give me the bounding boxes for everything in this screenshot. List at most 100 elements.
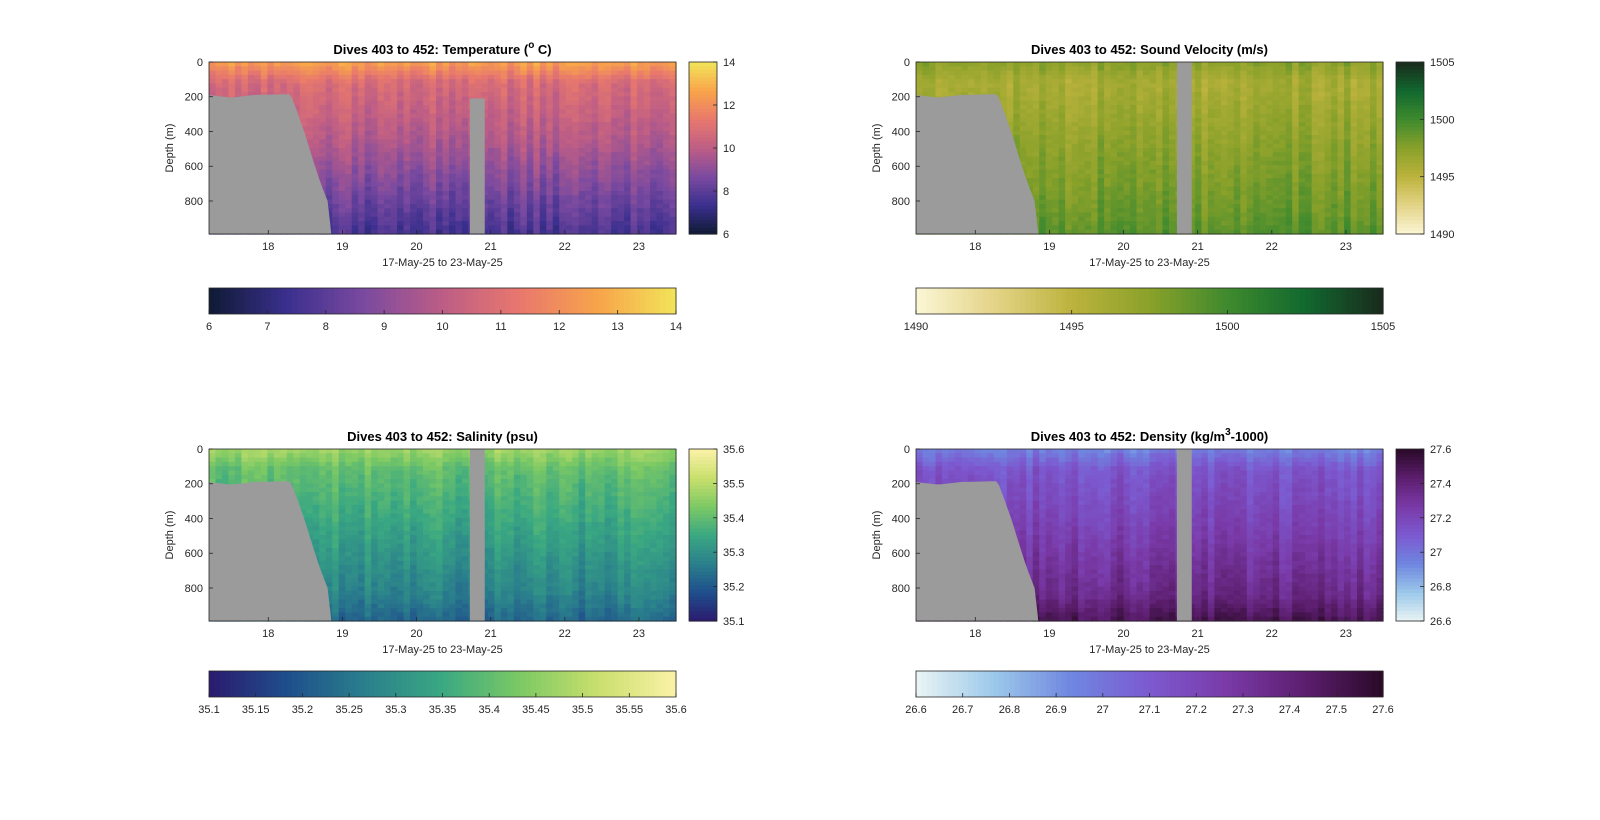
heatmap-cell (631, 66, 638, 71)
heatmap-cell (618, 66, 625, 71)
heatmap-cell (436, 195, 443, 200)
heatmap-cell (520, 195, 527, 200)
heatmap-cell (481, 92, 488, 97)
heatmap-cell (1130, 217, 1137, 222)
heatmap-cell (579, 144, 586, 149)
heatmap-cell (981, 88, 988, 93)
heatmap-cell (650, 96, 657, 101)
heatmap-cell (1162, 135, 1169, 140)
heatmap-cell (1162, 174, 1169, 179)
heatmap-cell (1208, 101, 1215, 106)
heatmap-cell (540, 213, 547, 218)
heatmap-cell (423, 148, 430, 153)
heatmap-cell (326, 79, 333, 84)
colorbar-swatch (551, 288, 557, 314)
heatmap-cell (293, 75, 300, 80)
heatmap-cell (618, 174, 625, 179)
heatmap-cell (1078, 118, 1085, 123)
heatmap-cell (611, 191, 618, 196)
heatmap-cell (455, 204, 462, 209)
heatmap-cell (546, 165, 553, 170)
heatmap-cell (1201, 131, 1208, 136)
heatmap-cell (326, 62, 333, 67)
heatmap-cell (1137, 127, 1144, 132)
heatmap-cell (527, 195, 534, 200)
heatmap-cell (598, 217, 605, 222)
heatmap-cell (605, 71, 612, 76)
heatmap-cell (501, 204, 508, 209)
heatmap-cell (494, 208, 501, 213)
heatmap-cell (313, 84, 320, 89)
heatmap-cell (663, 200, 670, 205)
heatmap-cell (410, 152, 417, 157)
heatmap-cell (533, 105, 540, 110)
heatmap-cell (339, 139, 346, 144)
heatmap-cell (1169, 127, 1176, 132)
heatmap-cell (618, 118, 625, 123)
heatmap-cell (455, 109, 462, 114)
heatmap-cell (1195, 101, 1202, 106)
heatmap-cell (533, 62, 540, 67)
heatmap-cell (1059, 170, 1066, 175)
heatmap-cell (566, 135, 573, 140)
heatmap-cell (332, 96, 339, 101)
heatmap-cell (1124, 114, 1131, 119)
heatmap-cell (1150, 187, 1157, 192)
heatmap-cell (507, 208, 514, 213)
heatmap-cell (358, 204, 365, 209)
heatmap-cell (436, 157, 443, 162)
heatmap-cell (417, 135, 424, 140)
heatmap-cell (1111, 75, 1118, 80)
heatmap-cell (1065, 213, 1072, 218)
heatmap-cell (670, 213, 677, 218)
heatmap-cell (1026, 66, 1033, 71)
heatmap-cell (365, 187, 372, 192)
heatmap-cell (235, 66, 242, 71)
heatmap-cell (572, 114, 579, 119)
heatmap-cell (1117, 157, 1124, 162)
heatmap-cell (1169, 118, 1176, 123)
colorbar-swatch (593, 288, 599, 314)
heatmap-cell (592, 178, 599, 183)
heatmap-cell (514, 165, 521, 170)
heatmap-cell (1039, 114, 1046, 119)
heatmap-cell (494, 118, 501, 123)
heatmap-cell (468, 88, 475, 93)
heatmap-cell (313, 62, 320, 67)
heatmap-cell (423, 88, 430, 93)
heatmap-cell (566, 101, 573, 106)
heatmap-cell (605, 204, 612, 209)
heatmap-cell (1085, 131, 1092, 136)
heatmap-cell (241, 88, 248, 93)
heatmap-cell (319, 96, 326, 101)
heatmap-cell (384, 178, 391, 183)
heatmap-cell (209, 88, 216, 93)
heatmap-cell (462, 96, 469, 101)
heatmap-cell (1150, 174, 1157, 179)
heatmap-cell (339, 114, 346, 119)
heatmap-cell (520, 135, 527, 140)
heatmap-cell (462, 161, 469, 166)
heatmap-cell (663, 88, 670, 93)
heatmap-cell (345, 131, 352, 136)
heatmap-cell (1059, 101, 1066, 106)
heatmap-cell (1221, 101, 1228, 106)
heatmap-cell (1078, 109, 1085, 114)
heatmap-cell (417, 182, 424, 187)
heatmap-cell (449, 217, 456, 222)
heatmap-cell (553, 200, 560, 205)
heatmap-cell (533, 114, 540, 119)
heatmap-cell (566, 157, 573, 162)
heatmap-cell (1150, 118, 1157, 123)
heatmap-cell (430, 170, 437, 175)
heatmap-cell (1052, 127, 1059, 132)
heatmap-cell (1201, 66, 1208, 71)
heatmap-cell (540, 75, 547, 80)
heatmap-cell (559, 157, 566, 162)
heatmap-cell (1065, 152, 1072, 157)
heatmap-cell (488, 79, 495, 84)
heatmap-cell (339, 88, 346, 93)
heatmap-cell (1117, 135, 1124, 140)
heatmap-cell (559, 148, 566, 153)
